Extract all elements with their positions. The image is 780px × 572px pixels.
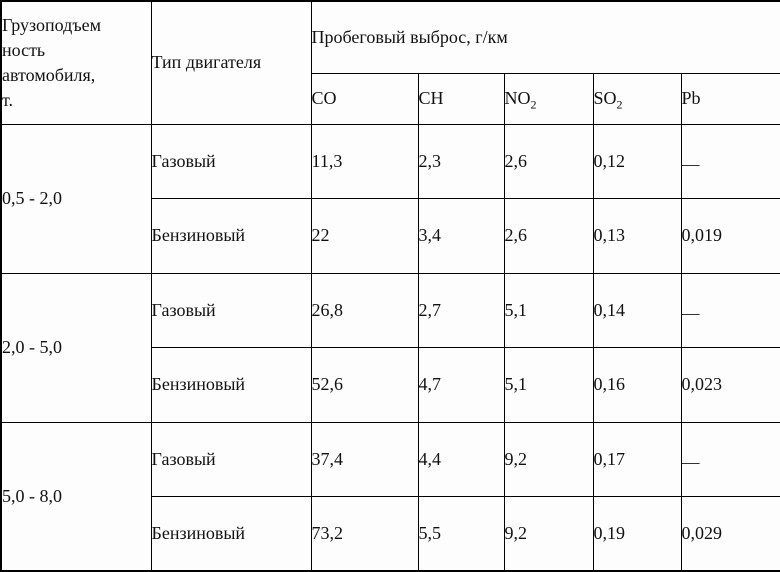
- engine-type-cell: Газовый: [150, 272, 312, 348]
- value-pb: —: [680, 123, 780, 199]
- value-no2: 5,1: [503, 346, 594, 423]
- engine-type-cell: Бензиновый: [150, 346, 312, 423]
- value-so2: 0,12: [592, 123, 682, 199]
- value-pb: 0,029: [680, 495, 780, 572]
- value-ch: 4,7: [417, 346, 505, 423]
- value-pb: —: [680, 272, 780, 348]
- table-row: Бензиновый 52,6 4,7 5,1 0,16 0,023: [1, 346, 780, 423]
- engine-type-cell: Бензиновый: [150, 495, 312, 572]
- value-so2: 0,14: [592, 272, 682, 348]
- value-co: 52,6: [310, 346, 419, 423]
- value-ch: 2,7: [417, 272, 505, 348]
- table-row: 5,0 - 8,0 Газовый 37,4 4,4 9,2 0,17 —: [0, 421, 780, 572]
- value-ch: 5,5: [417, 495, 505, 572]
- no-data-dash: —: [681, 451, 701, 472]
- table-row: Бензиновый 73,2 5,5 9,2 0,19 0,029: [1, 495, 780, 572]
- value-co: 26,8: [310, 272, 419, 348]
- value-pb: 0,023: [680, 346, 780, 423]
- header-pb: Pb: [680, 72, 780, 125]
- value-so2: 0,17: [592, 421, 682, 497]
- value-pb: 0,019: [680, 197, 780, 274]
- value-pb: —: [680, 421, 780, 497]
- value-co: 22: [310, 197, 419, 274]
- no-data-dash: —: [681, 153, 701, 174]
- value-no2: 2,6: [503, 123, 594, 199]
- value-so2: 0,13: [592, 197, 682, 274]
- header-engine-type: Тип двигателя: [150, 0, 312, 125]
- value-no2: 9,2: [503, 495, 594, 572]
- table-row: 2,0 - 5,0 Газовый 26,8 2,7 5,1 0,14 —: [0, 272, 780, 423]
- header-ch: CH: [417, 72, 505, 125]
- value-ch: 3,4: [417, 197, 505, 274]
- value-no2: 2,6: [503, 197, 594, 274]
- value-co: 37,4: [310, 421, 419, 497]
- value-co: 73,2: [310, 495, 419, 572]
- header-co: CO: [310, 72, 419, 125]
- engine-type-cell: Бензиновый: [150, 197, 312, 274]
- header-emissions-span: Пробеговый выброс, г/км: [310, 0, 780, 74]
- capacity-cell: 0,5 - 2,0: [0, 123, 152, 274]
- value-co: 11,3: [310, 123, 419, 199]
- header-capacity: Грузоподъем ность автомобиля, т.: [0, 0, 152, 125]
- no-data-dash: —: [681, 302, 701, 323]
- value-so2: 0,19: [592, 495, 682, 572]
- value-no2: 5,1: [503, 272, 594, 348]
- value-ch: 4,4: [417, 421, 505, 497]
- value-so2: 0,16: [592, 346, 682, 423]
- capacity-cell: 5,0 - 8,0: [0, 421, 152, 572]
- table-row: Бензиновый 22 3,4 2,6 0,13 0,019: [1, 197, 780, 274]
- engine-type-cell: Газовый: [150, 421, 312, 497]
- engine-type-cell: Газовый: [150, 123, 312, 199]
- value-no2: 9,2: [503, 421, 594, 497]
- header-no2: NO2: [503, 72, 594, 125]
- table-row: 0,5 - 2,0 Газовый 11,3 2,3 2,6 0,12 —: [0, 123, 780, 274]
- capacity-cell: 2,0 - 5,0: [0, 272, 152, 423]
- header-so2: SO2: [592, 72, 682, 125]
- value-ch: 2,3: [417, 123, 505, 199]
